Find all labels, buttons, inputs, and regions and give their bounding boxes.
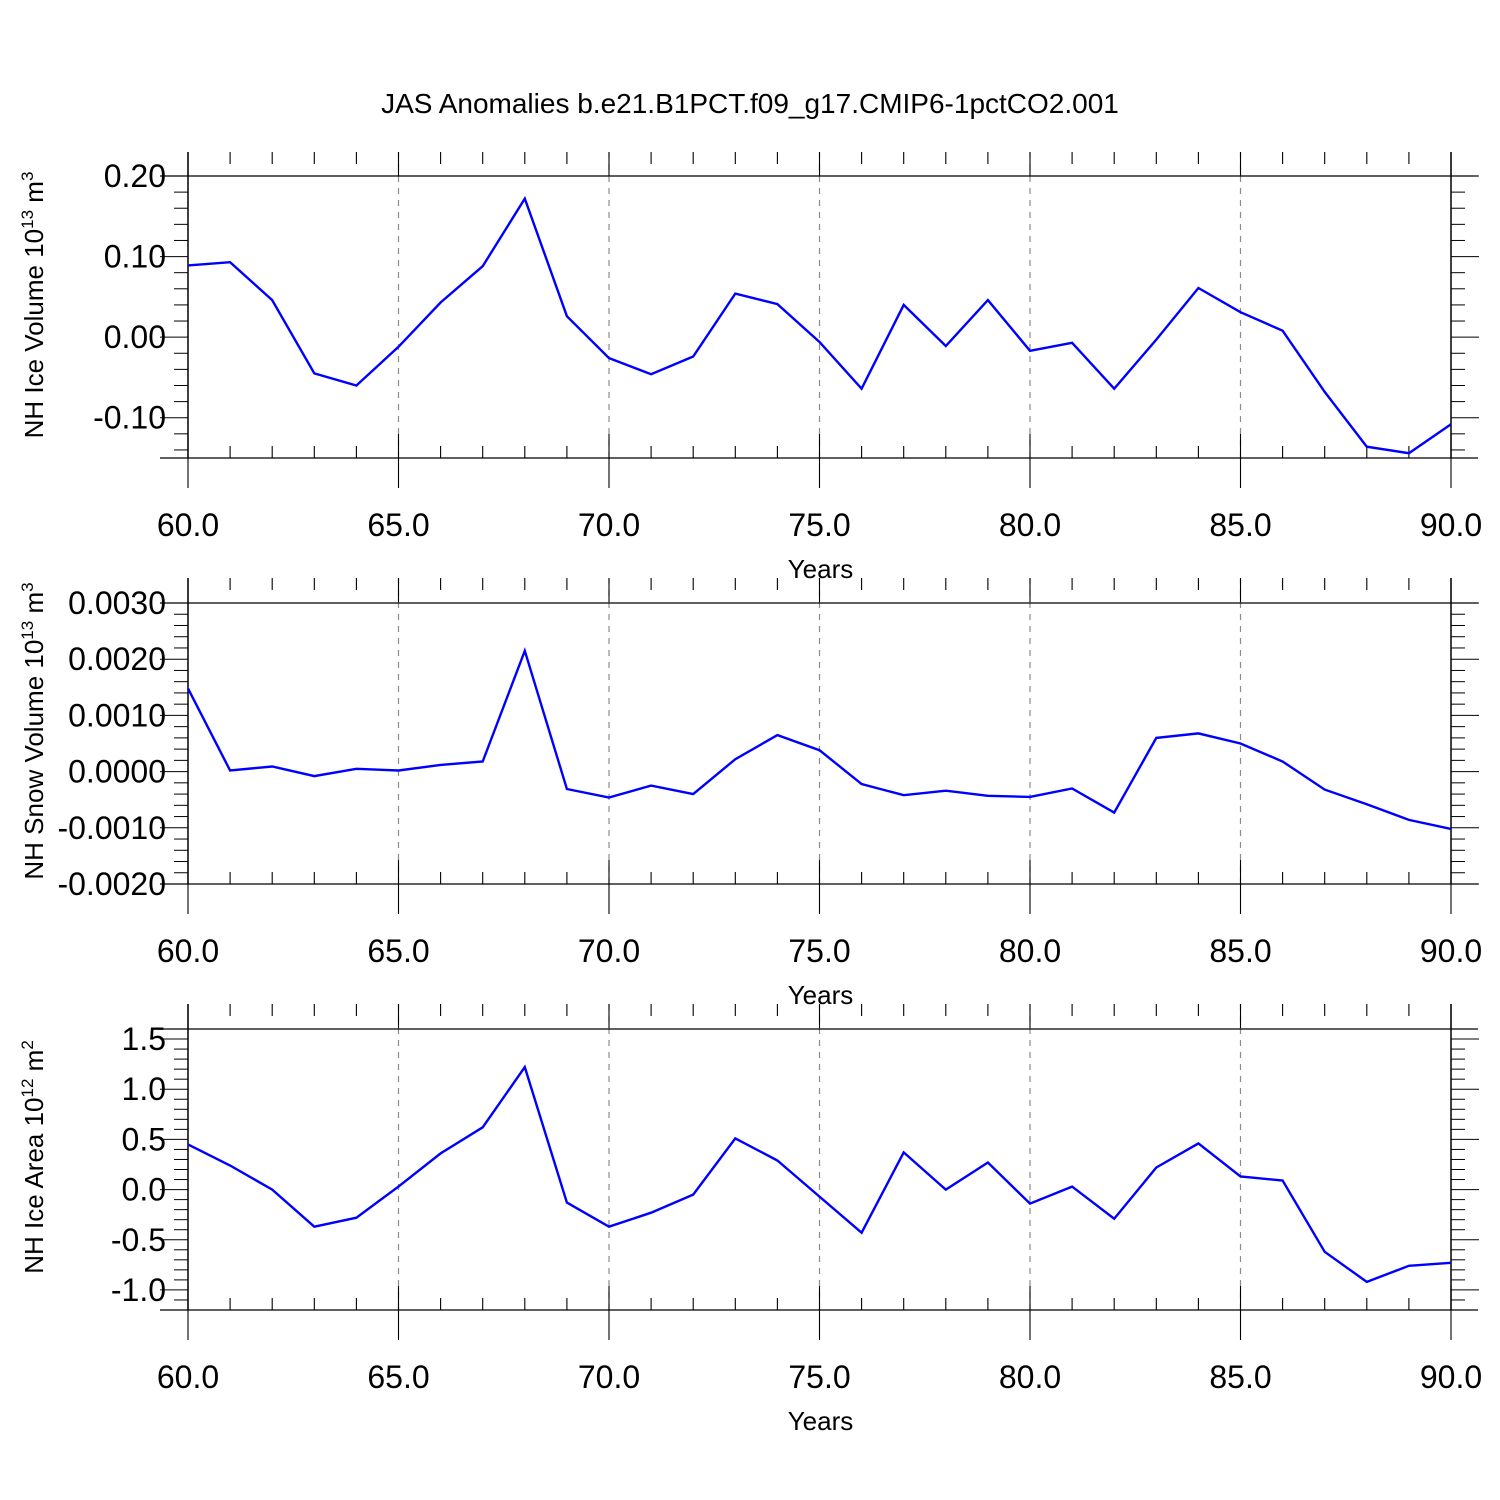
y-tick-label: 0.0020 bbox=[68, 641, 166, 677]
x-axis-label: Years bbox=[788, 1406, 854, 1436]
y-tick-label: 0.00 bbox=[104, 319, 166, 355]
y-tick-label: 0.0010 bbox=[68, 697, 166, 733]
x-tick-label: 65.0 bbox=[367, 933, 429, 969]
x-axis-label: Years bbox=[788, 980, 854, 1010]
x-tick-label: 60.0 bbox=[157, 933, 219, 969]
chart-title: JAS Anomalies b.e21.B1PCT.f09_g17.CMIP6-… bbox=[381, 88, 1119, 119]
y-tick-label: -0.0020 bbox=[57, 866, 166, 902]
x-tick-label: 70.0 bbox=[578, 933, 640, 969]
y-tick-label: -0.5 bbox=[111, 1222, 166, 1258]
x-tick-label: 80.0 bbox=[999, 1359, 1061, 1395]
x-tick-label: 85.0 bbox=[1209, 933, 1271, 969]
x-tick-label: 65.0 bbox=[367, 507, 429, 543]
x-tick-label: 85.0 bbox=[1209, 507, 1271, 543]
y-tick-label: -0.10 bbox=[93, 400, 166, 436]
x-tick-label: 80.0 bbox=[999, 933, 1061, 969]
y-tick-label: 0.5 bbox=[122, 1121, 166, 1157]
x-tick-label: 70.0 bbox=[578, 507, 640, 543]
y-tick-label: 0.20 bbox=[104, 158, 166, 194]
x-tick-label: 75.0 bbox=[788, 507, 850, 543]
x-tick-label: 90.0 bbox=[1420, 933, 1482, 969]
y-tick-label: 1.0 bbox=[122, 1071, 166, 1107]
y-tick-label: 0.0 bbox=[122, 1172, 166, 1208]
x-tick-label: 90.0 bbox=[1420, 1359, 1482, 1395]
x-tick-label: 60.0 bbox=[157, 1359, 219, 1395]
x-tick-label: 70.0 bbox=[578, 1359, 640, 1395]
x-tick-label: 60.0 bbox=[157, 507, 219, 543]
y-tick-label: 0.10 bbox=[104, 239, 166, 275]
x-tick-label: 75.0 bbox=[788, 933, 850, 969]
x-tick-label: 75.0 bbox=[788, 1359, 850, 1395]
y-tick-label: 0.0000 bbox=[68, 754, 166, 790]
y-tick-label: 0.0030 bbox=[68, 585, 166, 621]
x-axis-label: Years bbox=[788, 554, 854, 584]
x-tick-label: 90.0 bbox=[1420, 507, 1482, 543]
x-tick-label: 85.0 bbox=[1209, 1359, 1271, 1395]
y-tick-label: 1.5 bbox=[122, 1021, 166, 1057]
y-tick-label: -0.0010 bbox=[57, 810, 166, 846]
y-axis-label: NH Ice Area 1012 m2 bbox=[18, 1040, 49, 1274]
x-tick-label: 80.0 bbox=[999, 507, 1061, 543]
y-tick-label: -1.0 bbox=[111, 1272, 166, 1308]
y-axis-label: NH Snow Volume 1013 m3 bbox=[18, 582, 49, 879]
x-tick-label: 65.0 bbox=[367, 1359, 429, 1395]
y-axis-label: NH Ice Volume 1013 m3 bbox=[18, 172, 49, 439]
